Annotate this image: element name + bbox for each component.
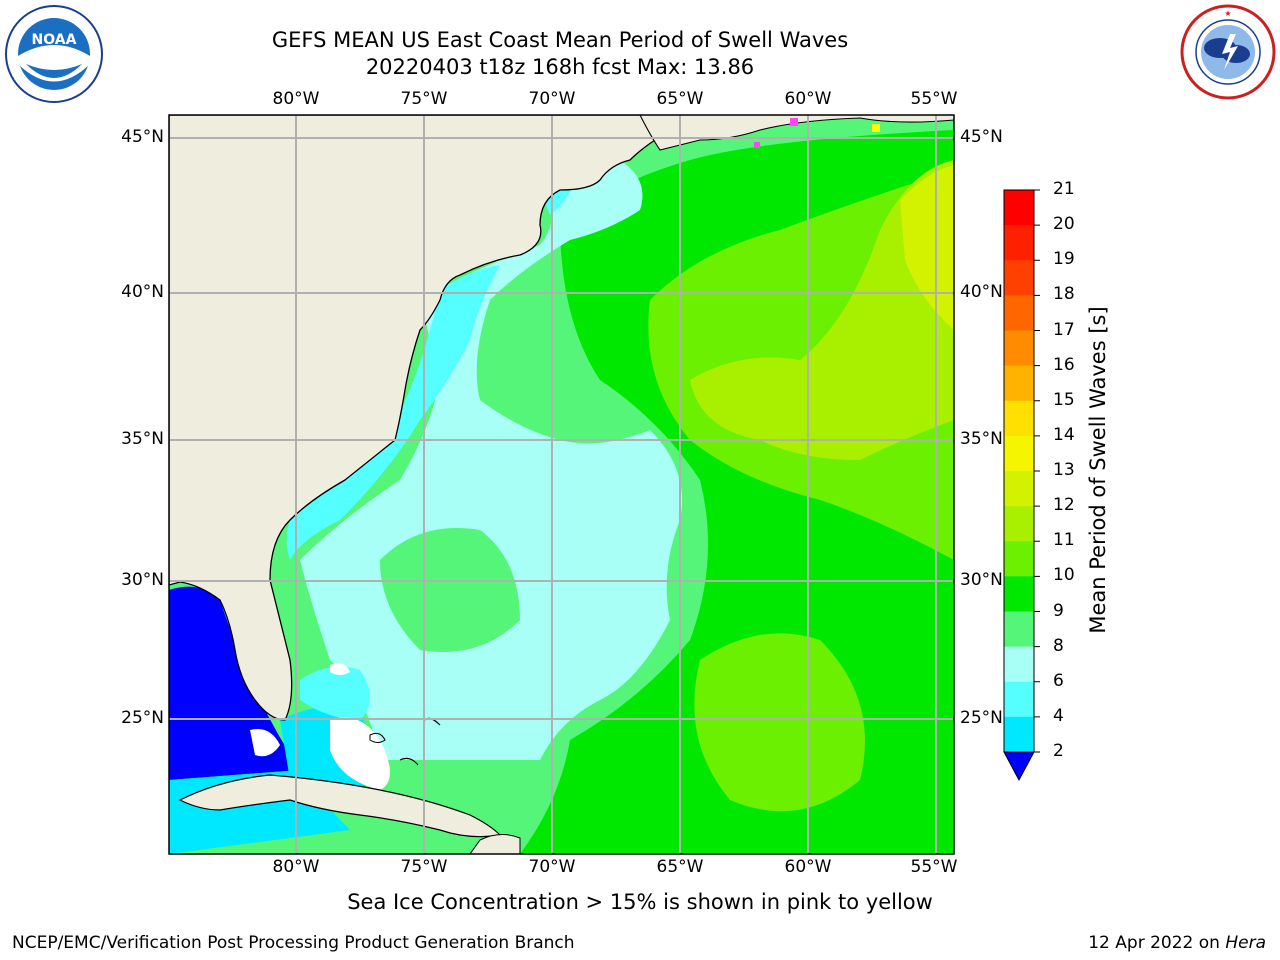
colorbar-segment bbox=[1004, 506, 1034, 542]
sea-ice-marker bbox=[790, 118, 798, 126]
lon-label-top: 70°W bbox=[528, 89, 576, 109]
lon-label-top: 80°W bbox=[272, 89, 320, 109]
lon-label-bottom: 65°W bbox=[656, 857, 704, 877]
footer-credit: NCEP/EMC/Verification Post Processing Pr… bbox=[12, 933, 575, 953]
colorbar-segment bbox=[1004, 646, 1034, 683]
noaa-logo-icon: NOAA bbox=[5, 5, 103, 103]
colorbar-segment bbox=[1004, 611, 1034, 648]
lon-label-bottom: 80°W bbox=[272, 857, 320, 877]
colorbar-tick-label: 18 bbox=[1053, 284, 1075, 305]
swell-period-6-8-region bbox=[286, 265, 500, 560]
lon-label-top: 60°W bbox=[784, 89, 832, 109]
lon-label-top: 75°W bbox=[400, 89, 448, 109]
colorbar bbox=[1003, 189, 1040, 782]
lon-label-top: 65°W bbox=[656, 89, 704, 109]
colorbar-tick-label: 19 bbox=[1053, 249, 1075, 270]
colorbar-tick-label: 14 bbox=[1053, 424, 1075, 445]
colorbar-tick-label: 10 bbox=[1053, 565, 1075, 586]
chart-subtitle: 20220403 t18z 168h fcst Max: 13.86 bbox=[365, 55, 755, 79]
colorbar-tick-label: 8 bbox=[1053, 635, 1064, 656]
nws-logo-icon: ★ bbox=[1180, 4, 1276, 100]
lat-label-right: 25°N bbox=[960, 708, 1003, 728]
lat-label-right: 40°N bbox=[960, 282, 1003, 302]
footer-date: 12 Apr 2022 on Hera bbox=[1088, 933, 1266, 953]
map-field bbox=[169, 115, 954, 854]
graticule bbox=[169, 115, 954, 854]
lon-label-bottom: 60°W bbox=[784, 857, 832, 877]
colorbar-tick-label: 21 bbox=[1053, 179, 1075, 199]
colorbar-tick-label: 15 bbox=[1053, 389, 1075, 410]
lat-label-left: 30°N bbox=[121, 570, 164, 590]
svg-text:NOAA: NOAA bbox=[32, 32, 77, 48]
colorbar-segment bbox=[1004, 435, 1034, 472]
lon-label-bottom: 55°W bbox=[910, 857, 958, 877]
colorbar-tick-label: 2 bbox=[1053, 741, 1064, 761]
svg-text:★: ★ bbox=[1224, 9, 1231, 18]
lat-label-right: 45°N bbox=[960, 127, 1003, 147]
colorbar-segment bbox=[1004, 400, 1034, 437]
colorbar-tick-label: 20 bbox=[1053, 214, 1075, 235]
colorbar-segment bbox=[1004, 260, 1034, 296]
lat-label-left: 25°N bbox=[121, 708, 164, 728]
colorbar-segment bbox=[1004, 541, 1034, 577]
colorbar-title: Mean Period of Swell Waves [s] bbox=[1086, 306, 1110, 634]
colorbar-segment bbox=[1004, 681, 1034, 718]
colorbar-tick-label: 6 bbox=[1053, 670, 1064, 691]
colorbar-tick-label: 9 bbox=[1053, 600, 1064, 621]
lat-label-left: 45°N bbox=[121, 127, 164, 147]
colorbar-tick-label: 12 bbox=[1053, 495, 1075, 516]
colorbar-tick-label: 11 bbox=[1053, 530, 1075, 551]
land-canada bbox=[639, 115, 954, 151]
lon-label-bottom: 70°W bbox=[528, 857, 576, 877]
footer-date-text: 12 Apr 2022 on bbox=[1088, 933, 1226, 953]
footer-machine: Hera bbox=[1225, 933, 1266, 953]
colorbar-tick-label: 4 bbox=[1053, 705, 1064, 726]
lat-label-left: 35°N bbox=[121, 429, 164, 449]
colorbar-tick-label: 17 bbox=[1053, 319, 1075, 340]
colorbar-tick-label: 13 bbox=[1053, 460, 1075, 480]
map-frame bbox=[168, 114, 955, 855]
colorbar-segment bbox=[1004, 295, 1034, 331]
colorbar-segment bbox=[1004, 225, 1034, 261]
colorbar-tick-label: 16 bbox=[1053, 354, 1075, 375]
swell-period-13-14-region bbox=[900, 165, 954, 330]
land-cuba bbox=[178, 774, 502, 838]
colorbar-segment bbox=[1004, 576, 1034, 612]
colorbar-segment bbox=[1004, 716, 1034, 753]
sea-ice-note: Sea Ice Concentration > 15% is shown in … bbox=[347, 890, 933, 914]
colorbar-segment bbox=[1004, 190, 1034, 226]
lat-label-left: 40°N bbox=[121, 282, 164, 302]
colorbar-segment bbox=[1004, 330, 1034, 367]
lon-label-top: 55°W bbox=[910, 89, 958, 109]
swell-period-12-13-region bbox=[690, 160, 954, 460]
lat-label-right: 35°N bbox=[960, 429, 1003, 449]
lon-label-bottom: 75°W bbox=[400, 857, 448, 877]
colorbar-segment bbox=[1004, 365, 1034, 402]
colorbar-extension bbox=[1003, 751, 1035, 782]
lat-label-right: 30°N bbox=[960, 570, 1003, 590]
chart-title: GEFS MEAN US East Coast Mean Period of S… bbox=[271, 28, 849, 52]
colorbar-segment bbox=[1004, 471, 1034, 507]
